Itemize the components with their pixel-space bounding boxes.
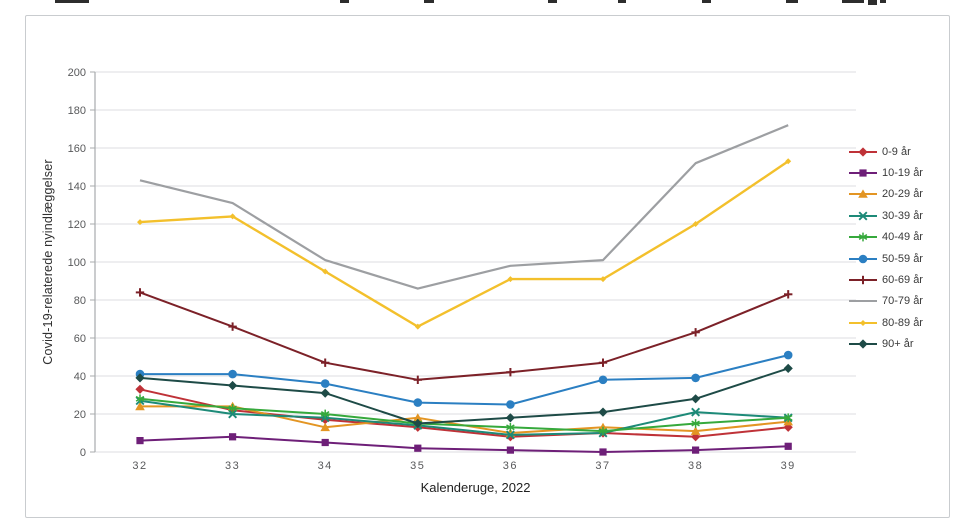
covid-line-chart: 0 20 40 60 80 100 120 140 160 180 200 32 33 34 35 36 37 3…: [68, 67, 856, 472]
legend-label: 20-29 år: [882, 188, 923, 201]
svg-text:60: 60: [74, 333, 86, 345]
svg-text:37: 37: [595, 460, 610, 472]
series-50-59-år: [135, 350, 793, 409]
chart-figure: 0 20 40 60 80 100 120 140 160 180 200 32 33 34 35 36 37 3…: [25, 15, 950, 518]
series-70-79-år: [139, 124, 789, 290]
svg-text:33: 33: [225, 460, 240, 472]
legend-item: 80-89 år: [848, 312, 923, 333]
svg-text:140: 140: [68, 181, 86, 193]
legend-marker-icon: [849, 211, 877, 221]
legend-item: 70-79 år: [848, 291, 923, 312]
svg-text:36: 36: [503, 460, 518, 472]
svg-text:32: 32: [132, 460, 147, 472]
svg-text:80: 80: [74, 295, 86, 307]
chart-legend: 0-9 år 10-19 år 20-29 år 30-39 år 40-49 år 50…: [848, 141, 923, 355]
legend-marker-icon: [849, 339, 877, 349]
legend-marker-icon: [849, 189, 877, 199]
legend-label: 30-39 år: [882, 209, 923, 222]
svg-text:160: 160: [68, 143, 86, 155]
svg-text:20: 20: [74, 409, 86, 421]
legend-label: 0-9 år: [882, 145, 911, 158]
legend-label: 10-19 år: [882, 167, 923, 180]
svg-text:180: 180: [68, 105, 86, 117]
series-80-89-år: [137, 158, 792, 330]
legend-marker-icon: [849, 147, 877, 157]
legend-label: 90+ år: [882, 338, 914, 351]
svg-text:0: 0: [80, 447, 86, 459]
legend-marker-icon: [849, 169, 877, 177]
legend-label: 50-59 år: [882, 252, 923, 265]
x-axis-title: Kalenderuge, 2022: [420, 480, 531, 495]
svg-text:39: 39: [781, 460, 796, 472]
series-10-19-år: [136, 433, 792, 456]
legend-item: 50-59 år: [848, 248, 923, 269]
legend-label: 80-89 år: [882, 316, 923, 329]
clipped-title-text: [0, 0, 960, 6]
legend-item: 60-69 år: [848, 269, 923, 290]
legend-label: 70-79 år: [882, 295, 923, 308]
legend-item: 10-19 år: [848, 162, 923, 183]
legend-marker-icon: [849, 300, 877, 303]
svg-text:40: 40: [74, 371, 86, 383]
svg-text:100: 100: [68, 257, 86, 269]
series-60-69-år: [135, 288, 793, 384]
y-axis-title: Covid-19-relaterede nyindlæggelser: [41, 159, 55, 365]
legend-item: 90+ år: [848, 334, 923, 355]
series-90+-år: [135, 363, 793, 429]
legend-item: 20-29 år: [848, 184, 923, 205]
legend-marker-icon: [849, 319, 877, 326]
svg-text:120: 120: [68, 219, 86, 231]
legend-item: 30-39 år: [848, 205, 923, 226]
legend-marker-icon: [849, 232, 877, 242]
legend-item: 40-49 år: [848, 227, 923, 248]
svg-text:200: 200: [68, 67, 86, 79]
legend-item: 0-9 år: [848, 141, 923, 162]
legend-marker-icon: [849, 275, 877, 285]
legend-marker-icon: [849, 254, 877, 263]
legend-label: 40-49 år: [882, 231, 923, 244]
svg-text:38: 38: [688, 460, 703, 472]
svg-text:34: 34: [318, 460, 333, 472]
svg-text:35: 35: [410, 460, 425, 472]
legend-label: 60-69 år: [882, 274, 923, 287]
